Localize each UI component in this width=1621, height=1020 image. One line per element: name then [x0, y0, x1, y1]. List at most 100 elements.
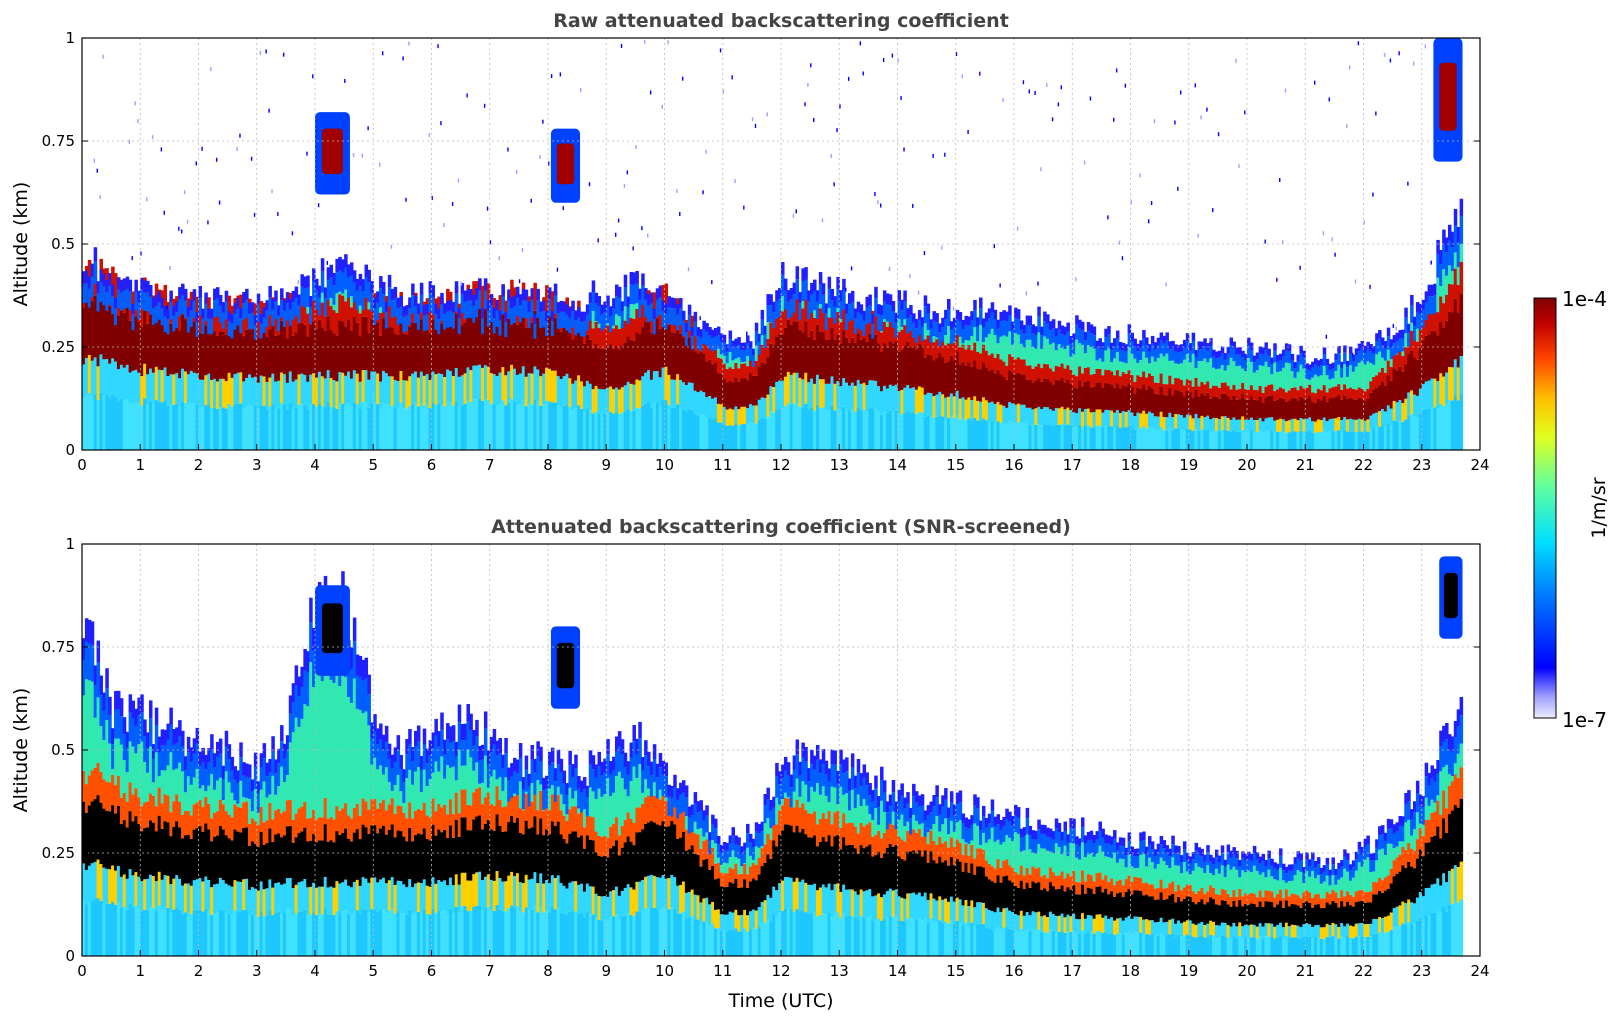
profile-cell	[329, 277, 334, 299]
profile-cell	[632, 272, 636, 285]
profile-cell	[635, 832, 639, 882]
profile-cell	[923, 323, 928, 340]
profile-cell	[647, 402, 651, 450]
profile-cell	[166, 405, 170, 450]
profile-cell	[1037, 316, 1041, 333]
profile-cell	[169, 707, 173, 725]
profile-cell	[1095, 382, 1100, 410]
profile-cell	[1145, 377, 1149, 390]
profile-cell	[606, 857, 610, 897]
profile-cell	[495, 779, 500, 787]
profile-cell	[384, 373, 389, 404]
profile-cell	[778, 299, 782, 318]
y-axis: 00.250.50.751	[42, 29, 1480, 459]
profile-cell	[600, 761, 604, 776]
profile-cell	[527, 879, 532, 911]
profile-cell	[1322, 385, 1327, 396]
noise-speck	[437, 44, 439, 49]
profile-cell	[574, 881, 578, 912]
profile-cell	[714, 362, 718, 398]
profile-cell	[230, 817, 235, 841]
profile-cell	[1194, 349, 1199, 357]
profile-cell	[454, 792, 459, 820]
profile-cell	[676, 838, 680, 886]
profile-cell	[897, 290, 902, 302]
noise-speck	[687, 267, 690, 272]
profile-cell	[693, 919, 698, 956]
profile-cell	[151, 308, 156, 325]
profile-cell	[352, 370, 357, 403]
profile-cell	[338, 270, 342, 292]
profile-cell	[1110, 350, 1114, 363]
profile-cell	[379, 739, 383, 766]
profile-cell	[303, 404, 307, 450]
profile-cell	[405, 408, 409, 450]
profile-cell	[641, 405, 645, 450]
profile-cell	[539, 746, 543, 762]
profile-cell	[338, 403, 342, 450]
profile-cell	[1436, 277, 1440, 313]
profile-cell	[163, 907, 168, 956]
profile-cell	[119, 398, 124, 450]
profile-cell	[364, 264, 369, 278]
profile-cell	[1101, 375, 1105, 388]
profile-cell	[1348, 397, 1353, 419]
profile-cell	[824, 313, 829, 330]
profile-cell	[475, 365, 479, 400]
profile-cell	[446, 814, 450, 839]
profile-cell	[250, 811, 255, 819]
profile-cell	[1407, 354, 1411, 393]
profile-cell	[783, 376, 788, 407]
profile-cell	[722, 342, 727, 356]
profile-cell	[387, 910, 392, 956]
profile-cell	[446, 369, 450, 402]
profile-cell	[178, 406, 182, 450]
profile-cell	[137, 697, 141, 716]
profile-cell	[521, 883, 526, 913]
profile-cell	[454, 906, 459, 956]
profile-cell	[1212, 417, 1216, 431]
profile-cell	[644, 908, 648, 956]
profile-cell	[559, 883, 564, 913]
profile-cell	[402, 408, 406, 450]
profile-cell	[1217, 398, 1222, 419]
profile-cell	[626, 296, 631, 308]
profile-cell	[443, 406, 447, 450]
profile-cell	[125, 276, 130, 289]
profile-cell	[714, 397, 718, 419]
profile-cell	[626, 884, 631, 913]
profile-cell	[1331, 431, 1335, 450]
noise-speck	[1057, 102, 1060, 107]
profile-cell	[1313, 364, 1318, 375]
profile-cell	[702, 810, 706, 821]
profile-cell	[1378, 411, 1382, 427]
profile-cell	[961, 329, 966, 344]
profile-cell	[1040, 409, 1044, 426]
profile-cell	[1101, 349, 1105, 362]
profile-cell	[839, 386, 843, 412]
profile-cell	[122, 290, 127, 310]
profile-cell	[999, 336, 1003, 360]
profile-cell	[1284, 392, 1289, 402]
profile-cell	[224, 883, 229, 913]
noise-speck	[402, 56, 404, 61]
noise-speck	[259, 51, 262, 56]
profile-cell	[466, 721, 470, 750]
profile-cell	[594, 343, 599, 386]
profile-cell	[894, 341, 899, 385]
profile-cell	[714, 863, 718, 880]
profile-cell	[300, 911, 304, 956]
profile-cell	[1133, 393, 1137, 416]
profile-cell	[926, 354, 931, 393]
profile-cell	[938, 415, 942, 450]
x-tick-label: 12	[771, 456, 790, 474]
profile-cell	[402, 836, 406, 885]
profile-cell	[338, 291, 342, 295]
profile-cell	[536, 315, 540, 370]
profile-cell	[510, 279, 514, 309]
profile-cell	[1276, 399, 1280, 420]
profile-cell	[151, 297, 156, 309]
profile-cell	[326, 674, 331, 819]
profile-cell	[556, 794, 561, 822]
profile-cell	[553, 799, 558, 826]
